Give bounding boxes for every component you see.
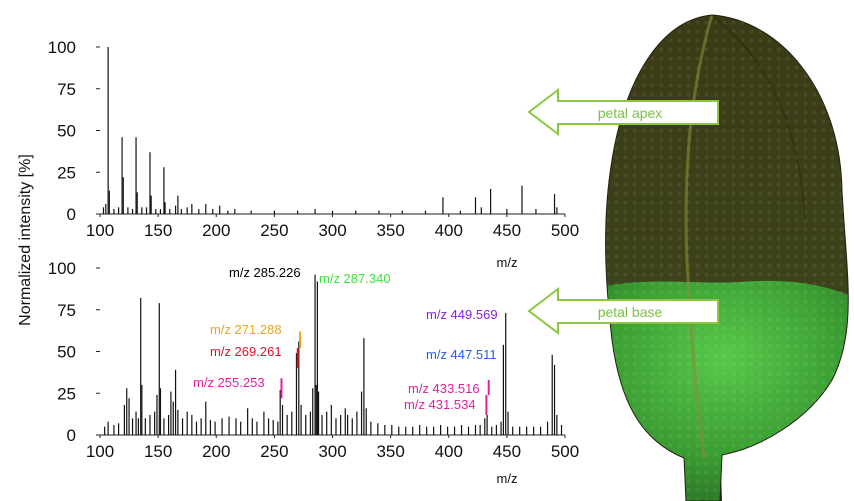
- peak-annotation-label: m/z 285.226: [229, 265, 301, 280]
- x-tick-label: 100: [86, 442, 114, 461]
- peak-annotation-label: m/z 433.516: [408, 381, 480, 396]
- y-tick-label: 25: [57, 163, 76, 182]
- x-axis-label: m/z: [497, 255, 518, 270]
- x-tick-label: 100: [86, 221, 114, 240]
- x-tick-label: 400: [435, 442, 463, 461]
- apex-spectrum-chart: 0 25 50 75 100 100 150 200 250 300 350 400 450 500 m/z: [48, 38, 580, 270]
- x-tick-label: 200: [202, 221, 230, 240]
- peak-annotation-label: m/z 449.569: [426, 307, 498, 322]
- peak-annotation-label: m/z 271.288: [210, 322, 282, 337]
- x-tick-label: 350: [376, 221, 404, 240]
- y-axis-label: Normalized intensity [%]: [17, 154, 34, 326]
- x-tick-label: 450: [493, 442, 521, 461]
- x-axis-label: m/z: [497, 471, 518, 486]
- peak-annotation-label: m/z 287.340: [319, 271, 391, 286]
- y-tick-label: 100: [48, 259, 76, 278]
- x-tick-label: 500: [551, 221, 579, 240]
- petal-apex-label: petal apex: [598, 105, 663, 121]
- peak-annotation-label: m/z 269.261: [210, 344, 282, 359]
- y-tick-label: 0: [67, 205, 76, 224]
- y-tick-label: 0: [67, 426, 76, 445]
- x-tick-label: 350: [376, 442, 404, 461]
- petal-base-arrow: petal base: [527, 286, 719, 336]
- y-tick-label: 100: [48, 38, 76, 57]
- base-spectrum-chart: 0 25 50 75 100 100 150 200 250 300 350 400 450 500 m/z…: [48, 259, 580, 486]
- x-tick-label: 400: [435, 221, 463, 240]
- x-tick-label: 300: [318, 221, 346, 240]
- petal-apex-arrow: petal apex: [527, 87, 719, 137]
- x-tick-label: 200: [202, 442, 230, 461]
- y-tick-label: 50: [57, 343, 76, 362]
- x-tick-label: 300: [318, 442, 346, 461]
- y-tick-label: 25: [57, 384, 76, 403]
- x-tick-label: 250: [260, 221, 288, 240]
- y-tick-label: 50: [57, 122, 76, 141]
- y-tick-label: 75: [57, 301, 76, 320]
- petal-image: [605, 14, 849, 501]
- y-tick-label: 75: [57, 80, 76, 99]
- petal-base-label: petal base: [598, 304, 663, 320]
- x-tick-label: 150: [144, 221, 172, 240]
- x-tick-label: 500: [551, 442, 579, 461]
- x-tick-label: 250: [260, 442, 288, 461]
- x-tick-label: 150: [144, 442, 172, 461]
- x-tick-label: 450: [493, 221, 521, 240]
- peak-annotation-label: m/z 255.253: [193, 375, 265, 390]
- peak-annotation-label: m/z 431.534: [404, 397, 476, 412]
- peak-annotation-label: m/z 447.511: [426, 347, 497, 362]
